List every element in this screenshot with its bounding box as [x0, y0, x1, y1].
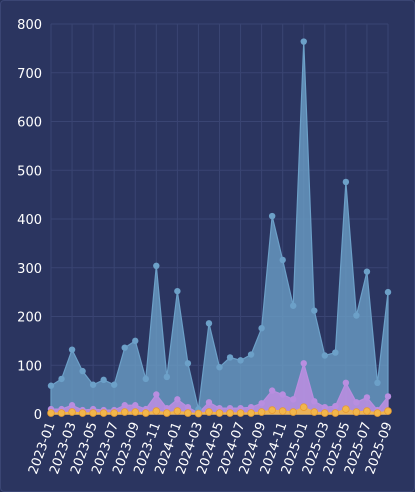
series-2-point: [247, 403, 255, 411]
series-1-point: [268, 212, 276, 220]
series-2-point: [132, 402, 139, 409]
series-1-point: [384, 288, 392, 296]
series-2-point: [332, 403, 339, 410]
series-3-point: [99, 409, 108, 417]
y-tick-label: 300: [17, 262, 42, 277]
series-3-point: [342, 405, 350, 413]
series-1-point: [163, 373, 171, 381]
series-3-point: [57, 409, 66, 417]
series-3-point: [321, 409, 329, 417]
series-3-point: [310, 408, 319, 416]
series-2-point: [205, 399, 213, 406]
series-3-point: [120, 408, 129, 416]
series-1-point: [132, 337, 139, 345]
y-tick-label: 200: [17, 311, 42, 326]
series-3-point: [173, 407, 182, 415]
series-3-point: [236, 409, 245, 417]
series-1-point: [100, 376, 107, 384]
series-3-point: [194, 409, 203, 418]
series-3-point: [78, 409, 87, 417]
series-2-point: [342, 379, 350, 386]
series-3-point: [184, 409, 192, 417]
series-3-point: [268, 406, 276, 414]
series-1-point: [374, 379, 381, 386]
series-3-point: [215, 409, 224, 417]
series-1-point: [300, 38, 307, 45]
series-1-point: [247, 351, 255, 358]
series-1-point: [184, 360, 192, 367]
series-2-point: [121, 402, 128, 409]
series-2-point: [311, 398, 318, 405]
series-3-point: [131, 408, 140, 416]
series-1-point: [237, 357, 244, 364]
series-1-point: [205, 320, 213, 327]
series-3-point: [247, 409, 255, 417]
series-2-point: [353, 399, 360, 406]
series-2-point: [268, 387, 276, 394]
series-1-point: [363, 268, 371, 275]
series-2-point: [363, 394, 371, 401]
y-tick-label: 100: [17, 359, 42, 374]
series-2-point: [68, 402, 76, 409]
series-1-point: [321, 352, 329, 359]
series-3-point: [289, 408, 298, 416]
series-1-point: [226, 354, 234, 361]
series-3-point: [257, 408, 266, 416]
series-2-point: [258, 400, 265, 407]
series-2-point: [174, 396, 181, 403]
series-3-point: [352, 408, 361, 416]
series-1-point: [342, 178, 350, 186]
series-2-point: [300, 360, 307, 367]
series-3-point: [205, 408, 213, 416]
series-1-point: [68, 346, 76, 353]
series-3-point: [331, 409, 340, 417]
series-3-point: [373, 409, 382, 417]
series-1-point: [142, 375, 149, 383]
series-2-point: [321, 403, 329, 411]
y-tick-label: 800: [17, 18, 42, 33]
series-1-point: [311, 307, 318, 314]
y-tick-label: 500: [17, 164, 42, 179]
series-2-point: [153, 391, 160, 398]
series-1-point: [258, 325, 265, 332]
series-1-point: [89, 381, 97, 388]
series-3-point: [110, 409, 118, 417]
series-2-point: [184, 403, 192, 411]
series-3-point: [47, 409, 55, 417]
series-3-point: [363, 407, 371, 415]
series-3-point: [68, 408, 76, 416]
series-3-point: [384, 407, 392, 415]
series-1-point: [121, 344, 128, 351]
series-1-point: [153, 262, 160, 269]
series-3-point: [152, 407, 161, 415]
series-2-point: [279, 391, 286, 398]
y-tick-label: 0: [34, 408, 42, 423]
y-tick-label: 700: [17, 67, 42, 82]
series-1-point: [47, 382, 55, 389]
series-1-point: [174, 287, 181, 295]
series-1-point: [279, 256, 286, 264]
series-1-point: [110, 381, 118, 388]
series-3-point: [89, 409, 97, 417]
y-tick-label: 600: [17, 116, 42, 131]
series-1-point: [290, 302, 297, 309]
y-tick-label: 400: [17, 213, 42, 228]
series-3-point: [141, 409, 150, 417]
series-1-point: [332, 349, 339, 356]
series-3-point: [163, 409, 171, 417]
series-3-point: [226, 409, 234, 417]
series-3-point: [278, 407, 287, 415]
series-2-point: [384, 393, 392, 400]
point-layer: [47, 38, 392, 418]
series-1-point: [353, 312, 360, 319]
series-1-point: [216, 364, 223, 371]
series-1-point: [79, 367, 86, 375]
series-2-point: [290, 396, 297, 403]
series-3-point: [299, 403, 308, 411]
series-1-point: [58, 375, 65, 383]
